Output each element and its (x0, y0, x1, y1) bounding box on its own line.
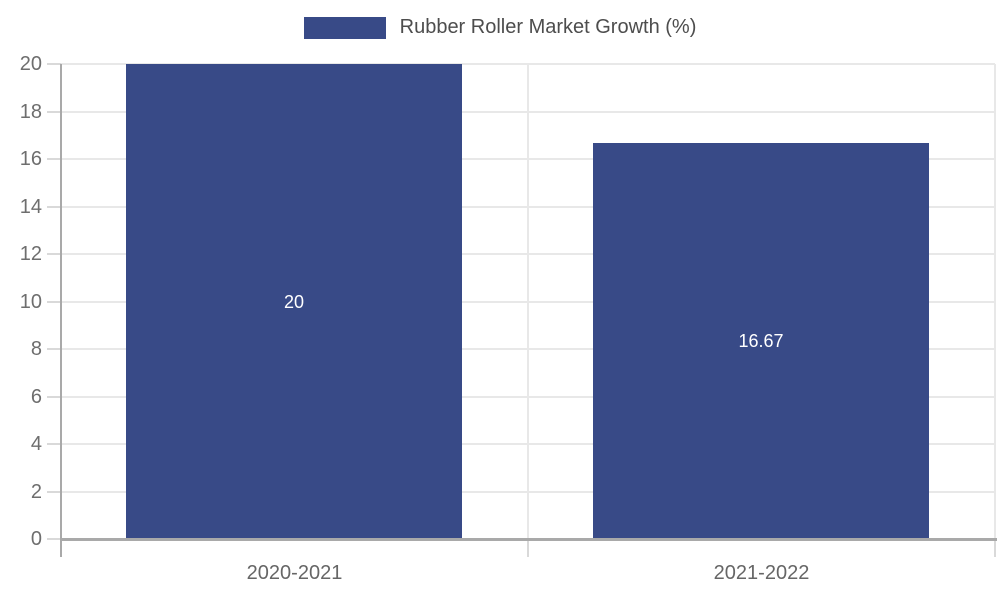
y-axis-tick (47, 111, 61, 113)
bar[interactable] (593, 143, 929, 539)
x-tick-label: 2020-2021 (246, 562, 343, 584)
gridline-vertical (527, 64, 529, 539)
y-tick-label: 16 (19, 148, 42, 170)
y-tick-label: 18 (19, 101, 42, 123)
y-tick-label: 10 (19, 291, 42, 313)
x-axis-tick (527, 539, 529, 557)
y-axis-tick (47, 301, 61, 303)
y-axis-tick (47, 253, 61, 255)
y-tick-label: 4 (30, 433, 42, 455)
x-axis-tick (994, 539, 996, 557)
x-axis-line (60, 538, 997, 541)
y-tick-label: 2 (30, 481, 42, 503)
bar[interactable] (126, 64, 462, 539)
bar-value-label: 16.67 (738, 331, 784, 351)
legend-swatch-icon (303, 16, 386, 39)
y-tick-label: 20 (19, 53, 42, 75)
y-axis-tick (47, 491, 61, 493)
y-axis-tick (47, 206, 61, 208)
legend-label: Rubber Roller Market Growth (%) (399, 16, 697, 38)
y-tick-label: 14 (19, 196, 42, 218)
y-axis-tick (47, 443, 61, 445)
y-axis-tick (47, 538, 61, 540)
y-axis-tick (47, 158, 61, 160)
x-tick-label: 2021-2022 (713, 562, 810, 584)
y-axis-line (60, 64, 62, 557)
gridline-vertical (994, 64, 996, 539)
y-axis-tick (47, 348, 61, 350)
y-axis-tick (47, 63, 61, 65)
y-tick-label: 8 (30, 338, 42, 360)
legend[interactable]: Rubber Roller Market Growth (%) (0, 16, 1000, 39)
bar-value-label: 20 (283, 292, 305, 312)
y-tick-label: 12 (19, 243, 42, 265)
y-tick-label: 0 (30, 528, 42, 550)
y-axis-tick (47, 396, 61, 398)
y-tick-label: 6 (30, 386, 42, 408)
